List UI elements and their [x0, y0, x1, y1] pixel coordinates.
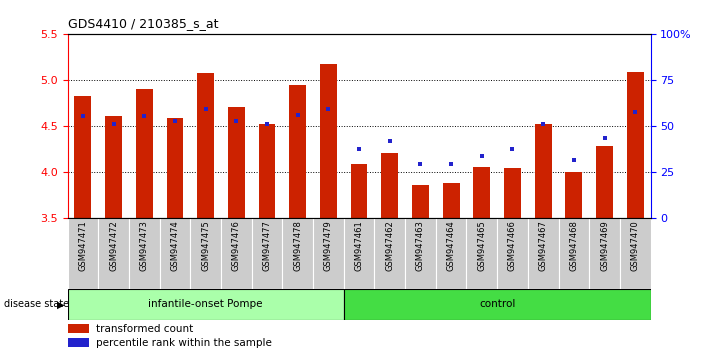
Bar — [443, 183, 459, 218]
Bar — [559, 218, 589, 289]
Text: GSM947475: GSM947475 — [201, 220, 210, 270]
Bar — [159, 218, 191, 289]
Bar — [620, 218, 651, 289]
Bar — [351, 164, 368, 218]
Bar — [228, 107, 245, 218]
Text: GSM947470: GSM947470 — [631, 220, 640, 270]
Bar — [191, 218, 221, 289]
Text: GSM947477: GSM947477 — [262, 220, 272, 271]
Bar — [627, 72, 643, 218]
Bar — [98, 218, 129, 289]
Bar — [68, 324, 89, 333]
Text: GSM947465: GSM947465 — [477, 220, 486, 270]
Text: GSM947472: GSM947472 — [109, 220, 118, 270]
Text: GSM947466: GSM947466 — [508, 220, 517, 271]
Text: GSM947463: GSM947463 — [416, 220, 425, 271]
Text: GSM947462: GSM947462 — [385, 220, 394, 270]
Bar — [129, 218, 159, 289]
Bar — [596, 146, 613, 218]
Text: GSM947464: GSM947464 — [447, 220, 456, 270]
Text: GDS4410 / 210385_s_at: GDS4410 / 210385_s_at — [68, 17, 218, 30]
Bar — [68, 218, 98, 289]
Text: GSM947474: GSM947474 — [171, 220, 179, 270]
Text: GSM947479: GSM947479 — [324, 220, 333, 270]
Text: percentile rank within the sample: percentile rank within the sample — [95, 338, 272, 348]
Bar — [136, 89, 153, 218]
Bar — [436, 218, 466, 289]
Text: GSM947467: GSM947467 — [539, 220, 547, 271]
Bar — [405, 218, 436, 289]
Bar — [528, 218, 559, 289]
Text: GSM947461: GSM947461 — [355, 220, 363, 270]
Bar — [474, 167, 491, 218]
Text: infantile-onset Pompe: infantile-onset Pompe — [149, 299, 263, 309]
Text: GSM947471: GSM947471 — [78, 220, 87, 270]
Bar — [381, 153, 398, 218]
Bar — [320, 64, 337, 218]
Bar — [504, 168, 521, 218]
Bar — [466, 218, 497, 289]
Bar — [589, 218, 620, 289]
Bar — [343, 289, 651, 320]
Bar — [68, 338, 89, 348]
Text: GSM947473: GSM947473 — [140, 220, 149, 271]
Text: GSM947476: GSM947476 — [232, 220, 241, 271]
Bar — [166, 118, 183, 218]
Bar — [282, 218, 313, 289]
Text: transformed count: transformed count — [95, 324, 193, 334]
Bar — [343, 218, 375, 289]
Bar — [221, 218, 252, 289]
Text: ▶: ▶ — [56, 299, 64, 309]
Bar — [197, 73, 214, 218]
Text: control: control — [479, 299, 515, 309]
Text: GSM947469: GSM947469 — [600, 220, 609, 270]
Text: GSM947478: GSM947478 — [293, 220, 302, 271]
Bar — [535, 124, 552, 218]
Text: disease state: disease state — [4, 299, 69, 309]
Bar — [313, 218, 343, 289]
Bar — [565, 172, 582, 218]
Text: GSM947468: GSM947468 — [570, 220, 578, 271]
Bar — [68, 289, 343, 320]
Bar — [252, 218, 282, 289]
Bar — [497, 218, 528, 289]
Bar — [375, 218, 405, 289]
Bar — [105, 116, 122, 218]
Bar — [289, 85, 306, 218]
Bar — [75, 96, 91, 218]
Bar — [412, 184, 429, 218]
Bar — [259, 124, 275, 218]
